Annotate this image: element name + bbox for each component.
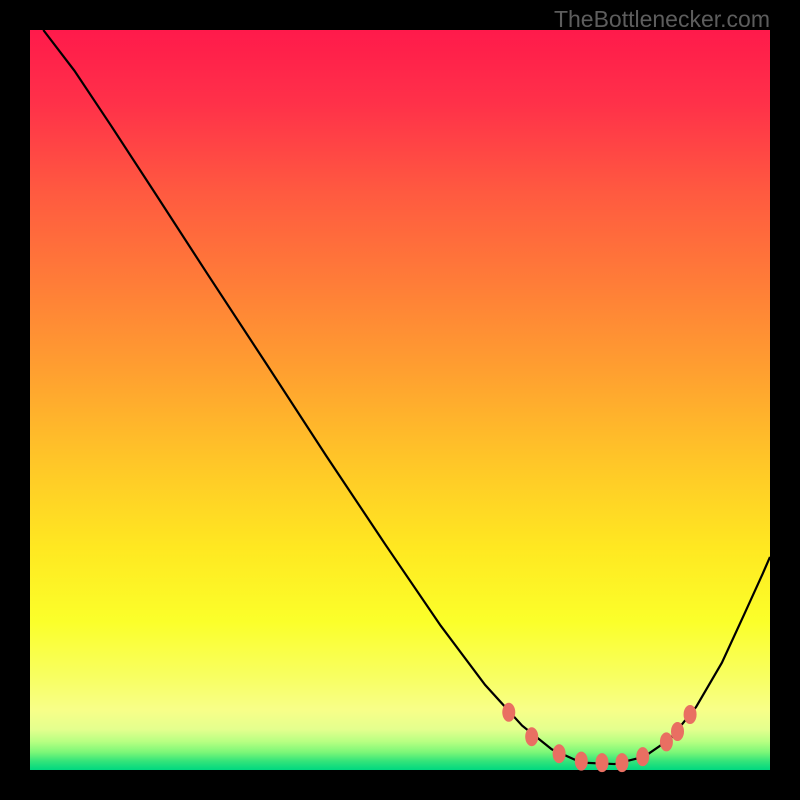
marker-group (502, 703, 696, 772)
curve-marker (525, 727, 538, 746)
curve-marker (671, 722, 684, 741)
chart-frame (30, 30, 770, 770)
curve-marker (596, 753, 609, 772)
curve-marker (636, 747, 649, 766)
chart-overlay-svg (30, 30, 770, 770)
curve-marker (502, 703, 515, 722)
curve-marker (684, 705, 697, 724)
curve-marker (616, 753, 629, 772)
bottleneck-curve (43, 30, 770, 764)
curve-marker (575, 752, 588, 771)
curve-marker (660, 732, 673, 751)
watermark-text: TheBottlenecker.com (554, 6, 770, 33)
curve-marker (553, 744, 566, 763)
